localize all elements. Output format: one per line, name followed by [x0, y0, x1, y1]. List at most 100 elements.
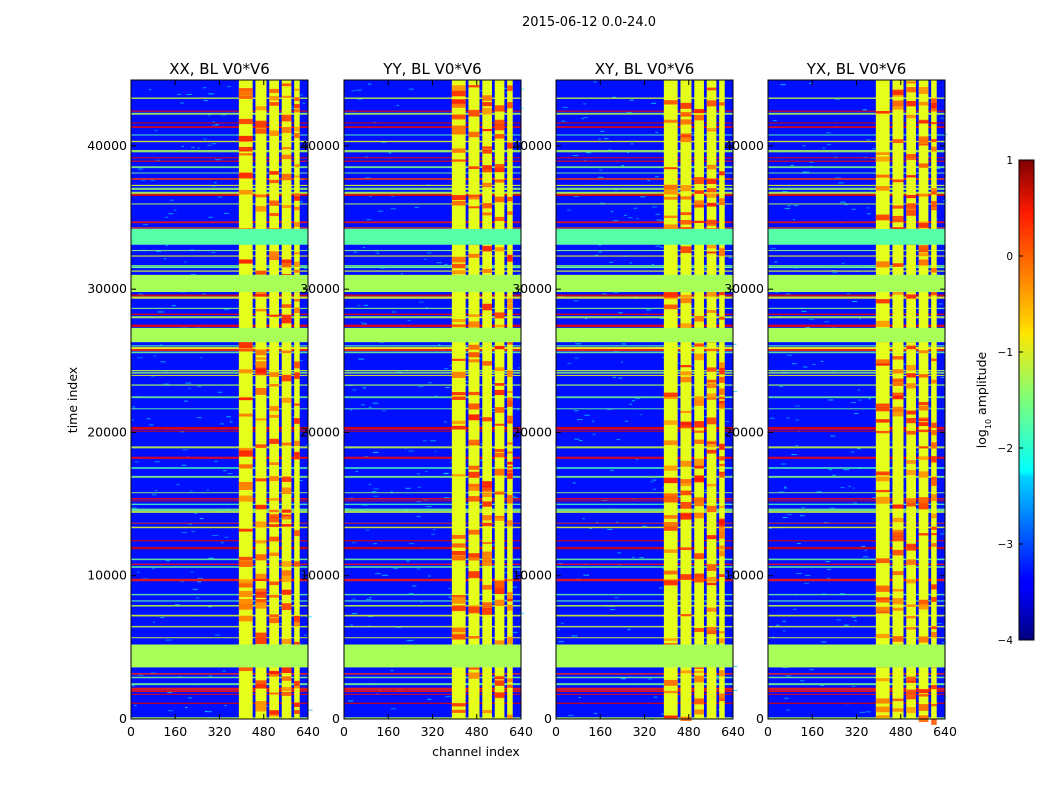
noise-speck [591, 420, 595, 422]
rfi-column-burst [906, 153, 916, 161]
rfi-column-burst [494, 599, 505, 607]
rfi-column-burst [892, 406, 904, 412]
noise-speck [520, 88, 525, 90]
rfi-line [131, 348, 308, 352]
noise-speck [165, 560, 170, 562]
rfi-column-burst [706, 576, 717, 582]
rfi-column-burst [892, 636, 904, 642]
y-tick-label: 20000 [300, 424, 340, 439]
noise-speck [560, 622, 564, 624]
rfi-column-burst [281, 524, 292, 527]
rfi-column-burst [269, 171, 279, 175]
rfi-column-burst [663, 465, 678, 471]
rfi-column-burst [281, 95, 292, 98]
noise-speck [163, 383, 170, 385]
rfi-line [768, 122, 945, 124]
noise-speck [443, 497, 450, 499]
rfi-column-burst [281, 147, 292, 150]
rfi-column-burst [494, 164, 505, 168]
colorbar-label-rest: amplitude [974, 351, 989, 418]
noise-speck [149, 89, 152, 91]
rfi-column-burst [663, 526, 678, 531]
noise-speck [362, 246, 366, 248]
rfi-line [344, 221, 521, 224]
rfi-line [768, 110, 945, 112]
rfi-line [556, 324, 733, 328]
rfi-column-burst [875, 359, 890, 364]
noise-speck [366, 219, 372, 221]
rfi-column-burst [918, 136, 929, 143]
noise-speck [573, 410, 579, 412]
rfi-column-burst [706, 310, 717, 313]
rfi-line [131, 503, 308, 506]
rfi-column-burst [482, 303, 492, 311]
noise-speck [375, 573, 381, 575]
rfi-column-burst [931, 443, 937, 449]
rfi-column-burst [269, 255, 279, 261]
noise-speck [160, 344, 163, 346]
rfi-column-burst [494, 383, 505, 386]
rfi-column-burst [281, 304, 292, 308]
rfi-column-burst [468, 109, 480, 117]
noise-speck [795, 419, 799, 421]
noise-speck [131, 507, 137, 509]
rfi-column-burst [451, 324, 466, 328]
noise-speck [502, 572, 508, 574]
rfi-line [556, 600, 733, 602]
rfi-line [556, 625, 733, 628]
rfi-column-burst [719, 363, 725, 371]
noise-speck [203, 293, 206, 295]
rfi-line [131, 604, 308, 607]
rfi-column-burst [482, 609, 492, 614]
colorbar-label-base: log [974, 429, 989, 448]
rfi-line [344, 475, 521, 478]
rfi-column-burst [680, 423, 692, 429]
noise-speck [408, 592, 414, 594]
rfi-column-burst [875, 489, 890, 493]
rfi-line [768, 446, 945, 449]
rfi-line [556, 492, 733, 494]
rfi-line [768, 346, 945, 349]
noise-speck [197, 417, 202, 419]
noise-speck [438, 343, 441, 345]
y-tick-label: 20000 [512, 424, 552, 439]
rfi-line [768, 192, 945, 194]
rfi-column-burst [281, 676, 292, 681]
rfi-line [344, 134, 521, 136]
rfi-column-burst [482, 542, 492, 545]
rfi-line [131, 265, 308, 267]
rfi-line [768, 160, 945, 162]
rfi-line [131, 563, 308, 565]
noise-speck [137, 357, 144, 359]
rfi-line [344, 296, 521, 299]
rfi-line [131, 110, 308, 112]
noise-speck [372, 451, 379, 453]
rfi-column-burst [451, 555, 466, 561]
noise-speck [362, 323, 367, 325]
rfi-line [131, 540, 308, 542]
rfi-column-burst [706, 251, 717, 254]
noise-speck [825, 561, 830, 563]
rfi-column-burst [482, 417, 492, 422]
noise-speck [220, 542, 224, 544]
noise-speck [940, 533, 945, 535]
noise-speck [926, 406, 931, 408]
noise-speck [691, 132, 696, 134]
rfi-column-burst [255, 270, 267, 275]
noise-speck [614, 597, 619, 599]
rfi-column-burst [892, 698, 904, 702]
noise-speck [627, 628, 631, 630]
rfi-line [768, 522, 945, 524]
noise-speck [820, 684, 824, 686]
rfi-line [131, 348, 308, 350]
noise-speck [211, 143, 217, 145]
noise-speck [226, 86, 231, 88]
noise-speck [171, 305, 176, 307]
noise-speck [655, 131, 659, 133]
rfi-column-burst [255, 444, 267, 448]
noise-speck [801, 506, 805, 508]
noise-speck [217, 196, 223, 198]
rfi-column [269, 80, 279, 719]
noise-speck [131, 419, 134, 421]
rfi-column-burst [875, 715, 890, 718]
